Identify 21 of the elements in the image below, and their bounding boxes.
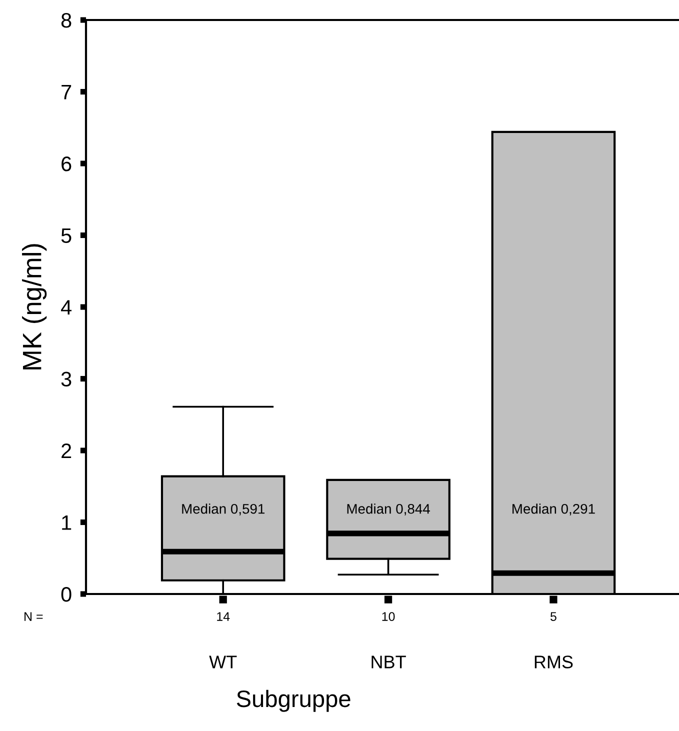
- x-tick-label: NBT: [372, 656, 406, 668]
- text: 5: [550, 612, 556, 621]
- text: 10: [382, 612, 395, 621]
- y-tick-label: 8: [61, 13, 72, 28]
- x-tick-label: WT: [209, 656, 237, 668]
- y-tick-label: 3: [61, 372, 72, 387]
- x-axis-title: Subgruppe: [236, 690, 350, 712]
- y-tick-label: 0: [61, 587, 72, 602]
- y-tick-label: 2: [62, 444, 72, 458]
- text: N =: [24, 612, 43, 621]
- y-tick-label: 6: [62, 156, 72, 172]
- y-tick-label: 4: [61, 300, 72, 315]
- x-tick-label: RMS: [534, 656, 573, 668]
- annotation: Median 0,591: [182, 504, 265, 516]
- y-tick-label: 5: [61, 228, 72, 244]
- annotation: Median 0,291: [512, 504, 595, 516]
- annotation: Median 0,844: [347, 504, 430, 516]
- y-tick-label: 1: [62, 515, 72, 530]
- text: 14: [217, 612, 230, 621]
- y-tick-label: 7: [62, 84, 72, 100]
- y-axis-title: MK (ng/ml): [22, 244, 47, 370]
